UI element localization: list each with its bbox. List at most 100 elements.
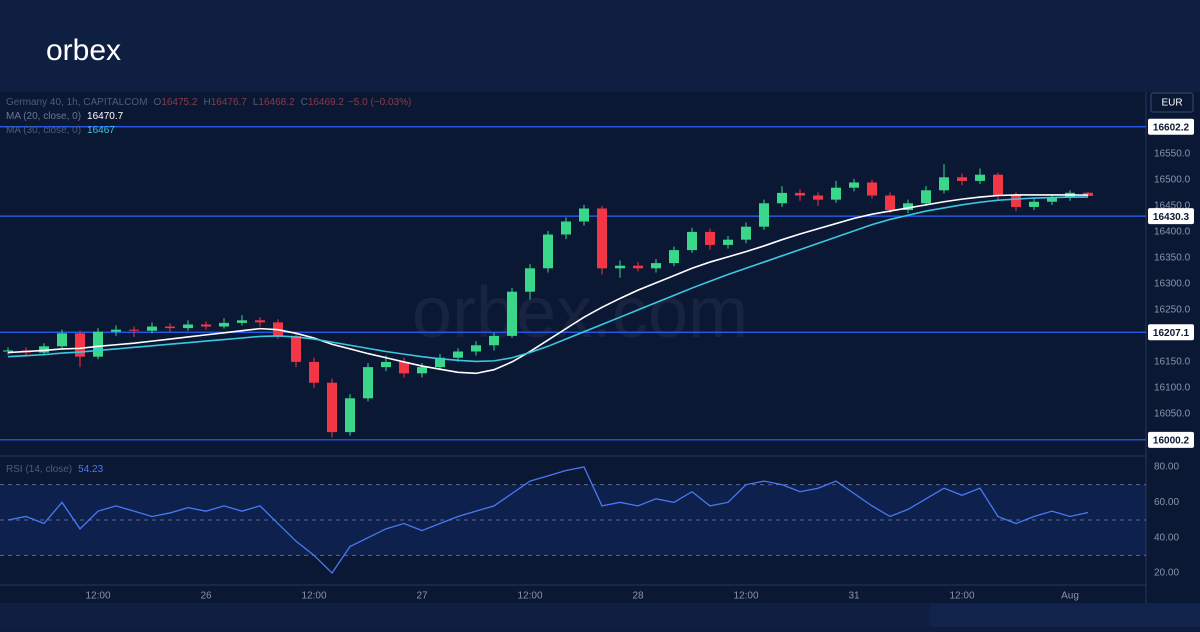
level-label: 16207.1	[1153, 328, 1190, 339]
candle-body	[453, 351, 463, 358]
candle-body	[849, 182, 859, 188]
rsi-tick-label: 80.00	[1154, 462, 1179, 473]
x-tick-label: 28	[632, 591, 644, 602]
candle-body	[795, 192, 805, 196]
candle-body	[93, 331, 103, 357]
y-tick-label: 16050.0	[1154, 409, 1191, 420]
legend-rsi: RSI (14, close) 54.23	[6, 464, 104, 475]
candle-body	[993, 174, 1003, 196]
candle-body	[57, 333, 67, 347]
rsi-tick-label: 40.00	[1154, 532, 1179, 543]
x-tick-label: 27	[416, 591, 428, 602]
candle-body	[885, 195, 895, 211]
x-tick-label: 12:00	[733, 591, 758, 602]
price-axis	[1146, 92, 1200, 603]
legend-symbol: Germany 40, 1h, CAPITALCOM O16475.2 H16476…	[6, 97, 411, 108]
y-tick-label: 16350.0	[1154, 253, 1191, 264]
candle-body	[777, 192, 787, 204]
y-tick-label: 16100.0	[1154, 383, 1191, 394]
candle-body	[939, 177, 949, 191]
candle-body	[543, 234, 553, 269]
ma-line	[7, 196, 1088, 363]
candle-body	[705, 231, 715, 245]
candle-body	[309, 361, 319, 383]
candle-body	[345, 398, 355, 433]
level-label: 16000.2	[1153, 435, 1190, 446]
legend-ma30: MA (30, close, 0) 16467	[6, 125, 115, 136]
ma-line	[7, 194, 1089, 375]
y-tick-label: 16500.0	[1154, 175, 1191, 186]
candle-body	[597, 208, 607, 269]
candle-body	[111, 329, 121, 332]
watermark: orbex.com	[412, 273, 748, 353]
logo: orbex	[46, 34, 121, 67]
candle-body	[435, 357, 445, 368]
candle-body	[39, 346, 49, 353]
candle-body	[813, 195, 823, 200]
candle-body	[1011, 195, 1021, 207]
plot-area	[0, 92, 1146, 603]
rsi-line	[7, 466, 1089, 574]
candle-body	[741, 226, 751, 240]
candle-body	[723, 239, 733, 245]
candle-body	[327, 382, 337, 433]
candle-body	[363, 367, 373, 399]
y-tick-label: 16450.0	[1154, 201, 1191, 212]
candle-body	[399, 361, 409, 374]
level-label-box	[1148, 431, 1194, 448]
plot: 16050.0 16100.0 16150.0 16250.0 16300.0 16350…	[0, 118, 1194, 602]
candle-body	[165, 326, 175, 329]
candle-body	[255, 320, 265, 323]
y-tick-label: 16250.0	[1154, 305, 1191, 316]
candle-body	[417, 367, 427, 374]
candle-body	[867, 182, 877, 196]
candle-body	[291, 335, 301, 362]
x-tick-label: 26	[200, 591, 212, 602]
x-tick-label: 12:00	[301, 591, 326, 602]
candle-body	[129, 329, 139, 331]
legend-ma20: MA (20, close, 0) 16470.7	[6, 111, 124, 122]
candle-body	[831, 187, 841, 200]
candle-body	[1047, 197, 1057, 202]
candle-body	[201, 324, 211, 327]
candle-body	[903, 203, 913, 211]
y-tick-label: 16400.0	[1154, 227, 1191, 238]
candle-body	[1029, 201, 1039, 207]
candle-body	[561, 221, 571, 235]
candle-body	[183, 324, 193, 329]
x-tick-label: 12:00	[517, 591, 542, 602]
candle-body	[651, 263, 661, 269]
candle-body	[579, 208, 589, 222]
candle-body	[615, 265, 625, 269]
candle-body	[489, 335, 499, 346]
candle-body	[507, 291, 517, 336]
candle-body	[975, 174, 985, 181]
candle-body	[471, 345, 481, 352]
y-tick-label: 16300.0	[1154, 279, 1191, 290]
level-label-box	[1148, 118, 1194, 135]
rsi-tick-label: 20.00	[1154, 568, 1179, 579]
candle-body	[669, 250, 679, 264]
x-tick-label: 12:00	[85, 591, 110, 602]
candle-body	[147, 326, 157, 331]
candle-body	[219, 322, 229, 327]
candle-body	[687, 231, 697, 251]
x-tick-label: 12:00	[949, 591, 974, 602]
candle-body	[921, 190, 931, 204]
candle-body	[759, 203, 769, 227]
candle-body	[75, 333, 85, 357]
candle-body	[525, 268, 535, 292]
rsi-tick-label: 60.00	[1154, 497, 1179, 508]
y-tick-label: 16150.0	[1154, 357, 1191, 368]
candle-body	[381, 361, 391, 368]
y-tick-label: 16550.0	[1154, 149, 1191, 160]
currency-box	[1150, 92, 1194, 113]
candle-body	[3, 350, 13, 352]
x-tick-label: Aug	[1061, 591, 1079, 602]
level-label-box	[1148, 208, 1194, 225]
level-label: 16430.3	[1153, 212, 1190, 223]
candle-body	[957, 177, 967, 181]
x-tick-label: 31	[848, 591, 860, 602]
